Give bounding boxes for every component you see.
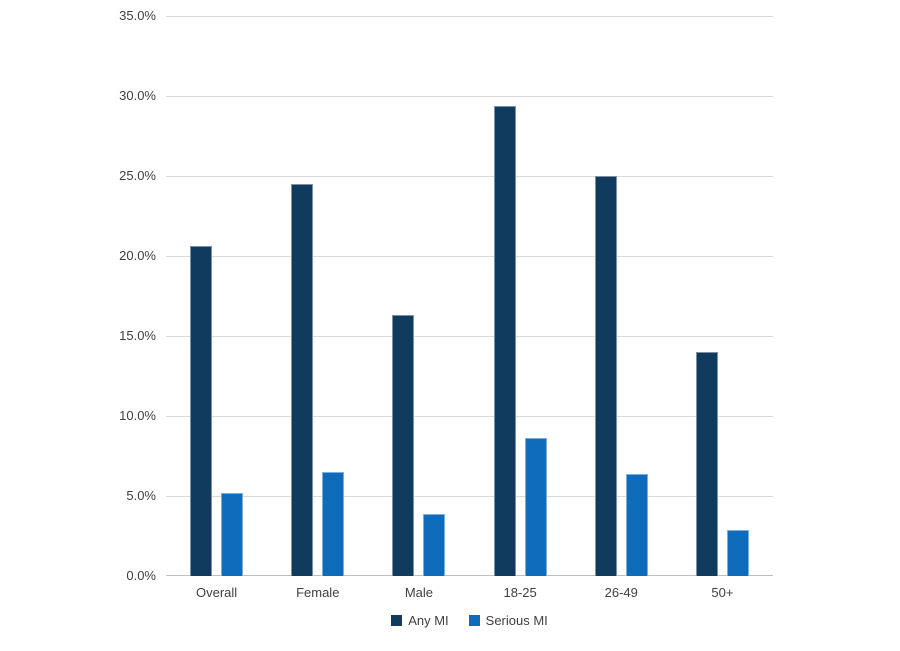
y-tick-label: 20.0% bbox=[119, 248, 156, 263]
gridline bbox=[166, 496, 773, 497]
x-tick-label-18-25: 18-25 bbox=[503, 585, 537, 600]
y-tick-label: 30.0% bbox=[119, 88, 156, 103]
bar-serious-mi-overall bbox=[221, 492, 244, 576]
bar-serious-mi-18-25 bbox=[524, 438, 547, 576]
legend-item-serious-mi: Serious MI bbox=[468, 613, 548, 628]
gridline bbox=[166, 416, 773, 417]
bar-any-mi-female bbox=[291, 184, 314, 576]
bar-any-mi-26-49 bbox=[594, 176, 617, 576]
y-tick-label: 5.0% bbox=[126, 488, 156, 503]
legend-swatch-serious-mi bbox=[468, 615, 480, 626]
legend: Any MI Serious MI bbox=[166, 613, 773, 628]
y-tick-label: 0.0% bbox=[126, 568, 156, 583]
category-slot-18-25 bbox=[470, 16, 571, 576]
legend-swatch-any-mi bbox=[391, 615, 403, 626]
gridline bbox=[166, 336, 773, 337]
gridline bbox=[166, 256, 773, 257]
x-tick-label-female: Female bbox=[296, 585, 340, 600]
legend-label-any-mi: Any MI bbox=[408, 613, 449, 628]
bar-serious-mi-male bbox=[423, 513, 446, 576]
x-tick-label-50-: 50+ bbox=[711, 585, 734, 600]
x-tick-label-26-49: 26-49 bbox=[604, 585, 638, 600]
y-tick-label: 35.0% bbox=[119, 8, 156, 23]
gridline bbox=[166, 16, 773, 17]
gridline bbox=[166, 176, 773, 177]
plot-area bbox=[166, 16, 773, 576]
category-slot-male bbox=[368, 16, 469, 576]
bar-serious-mi-50- bbox=[726, 529, 749, 576]
legend-label-serious-mi: Serious MI bbox=[485, 613, 548, 628]
bar-any-mi-50- bbox=[695, 352, 718, 576]
y-tick-label: 10.0% bbox=[119, 408, 156, 423]
category-slot-overall bbox=[166, 16, 267, 576]
x-tick-label-overall: Overall bbox=[195, 585, 238, 600]
x-axis-labels: Overall Female Male 18-25 26-49 50+ bbox=[166, 585, 773, 600]
gridline bbox=[166, 96, 773, 97]
y-tick-label: 15.0% bbox=[119, 328, 156, 343]
category-slot-26-49 bbox=[571, 16, 672, 576]
x-tick-label-male: Male bbox=[404, 585, 434, 600]
legend-item-any-mi: Any MI bbox=[391, 613, 449, 628]
x-axis-line bbox=[166, 575, 773, 576]
bar-serious-mi-female bbox=[322, 472, 345, 576]
y-tick-label: 25.0% bbox=[119, 168, 156, 183]
bar-serious-mi-26-49 bbox=[625, 473, 648, 576]
category-slot-female bbox=[267, 16, 368, 576]
bar-any-mi-18-25 bbox=[493, 105, 516, 576]
bar-any-mi-male bbox=[392, 315, 415, 576]
y-axis-labels: 0.0% 5.0% 10.0% 15.0% 20.0% 25.0% 30.0% 35.0% bbox=[90, 0, 156, 651]
bar-any-mi-overall bbox=[190, 246, 213, 576]
category-slot-50- bbox=[672, 16, 773, 576]
